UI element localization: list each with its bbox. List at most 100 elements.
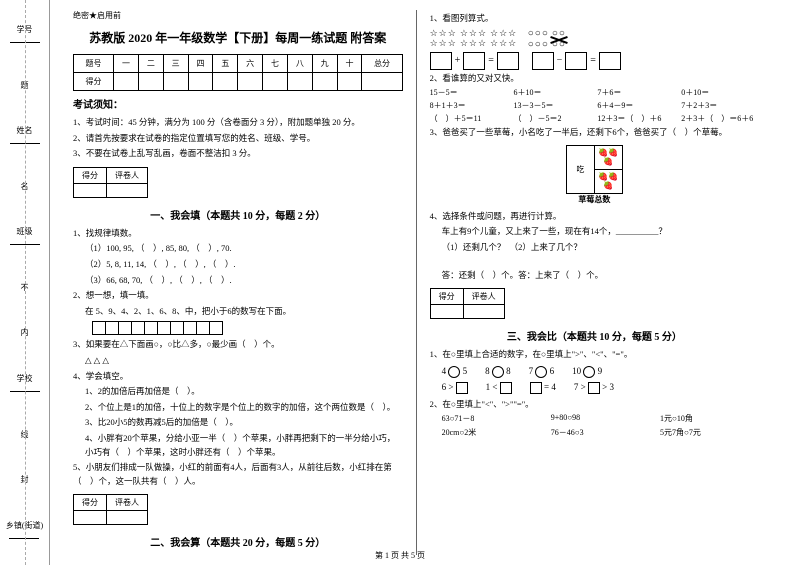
cmp-box	[456, 382, 468, 394]
n: 8	[506, 366, 511, 376]
n: 8	[485, 366, 490, 376]
eq-box	[599, 52, 621, 70]
th: 八	[287, 55, 312, 73]
n: 7	[529, 366, 534, 376]
q: 答：还剩（ ）个。答：上来了（ ）个。	[430, 269, 760, 283]
page-title: 苏教版 2020 年一年级数学【下册】每周一练试题 附答案	[73, 29, 403, 46]
grid-cell	[157, 321, 171, 335]
th: 一	[114, 55, 139, 73]
th: 三	[163, 55, 188, 73]
column-divider	[416, 10, 417, 555]
op: +	[455, 55, 461, 66]
notice: 3、不要在试卷上乱写乱画，卷面不整洁扣 3 分。	[73, 147, 403, 161]
section-3-title: 三、我会比（本题共 10 分，每题 5 分）	[430, 328, 760, 343]
q: （1）还剩几个？ （2）上来了几个？	[430, 241, 760, 255]
th: 题号	[74, 55, 114, 73]
cell	[430, 305, 463, 319]
calc: （ ）＋5＝11	[430, 113, 508, 124]
calc: 12＋3＝（ ）＋6	[597, 113, 675, 124]
q: 4、小胖有20个苹果，分给小亚一半（ ）个苹果，小胖再把剩下的一半分给小巧，小巧…	[73, 432, 403, 459]
cell	[74, 183, 107, 197]
sb-eat: 吃	[566, 145, 594, 193]
cmp-circle	[583, 366, 595, 378]
calc: 6＋4－9＝	[597, 100, 675, 111]
strawberry-diagram: 吃🍓🍓🍓 🍓🍓🍓 草莓总数	[430, 145, 760, 205]
eq-box	[430, 52, 452, 70]
cell	[114, 73, 139, 91]
q: 车上有9个儿童，又上来了一些，现在有14个，__________？	[430, 225, 760, 239]
eq-box	[565, 52, 587, 70]
q: 1、在○里填上合适的数字，在○里填上">"、"<"、"="。	[430, 348, 760, 362]
n: = 4	[544, 382, 556, 392]
notice: 2、请首先按要求在试卷的指定位置填写您的姓名、班级、学号。	[73, 132, 403, 146]
sb-cell: 🍓🍓🍓	[594, 145, 622, 169]
cell	[163, 73, 188, 91]
calc: 8＋1＋3＝	[430, 100, 508, 111]
right-column: 1、看图列算式。 ☆☆☆☆☆☆ ☆☆☆☆☆☆ ☆☆☆☆☆☆ ○○○○○○ ○○○…	[422, 10, 768, 555]
cell	[312, 73, 337, 91]
cell	[74, 511, 107, 525]
left-column: 绝密★启用前 苏教版 2020 年一年级数学【下册】每周一练试题 附答案 题号 …	[65, 10, 411, 555]
cell	[337, 73, 362, 91]
cell: 得分	[430, 289, 463, 305]
q: （1）100, 95, （ ）, 85, 80, （ ）, 70.	[73, 242, 403, 256]
n: 4	[442, 366, 447, 376]
compare-row: 6 > 1 < = 4 7 > > 3	[442, 382, 760, 394]
sb-table: 吃🍓🍓🍓 🍓🍓🍓	[566, 145, 623, 194]
notice: 1、考试时间：45 分钟，满分为 100 分（含卷面分 3 分），附加题单独 2…	[73, 116, 403, 130]
cmp-box	[500, 382, 512, 394]
q: 在 5、9、4、2、1、6、8、中，把小于6的数写在下面。	[73, 305, 403, 319]
grid-cell	[118, 321, 132, 335]
th: 四	[188, 55, 213, 73]
cmp-circle	[535, 366, 547, 378]
q: 2、个位上是1的加倍，十位上的数字是个位上的数字的加倍，这个两位数是（ ）。	[73, 401, 403, 415]
circle-crossed-icon: ○○○○	[552, 28, 566, 50]
marker-table: 得分评卷人	[430, 288, 505, 319]
th: 五	[213, 55, 238, 73]
cell	[188, 73, 213, 91]
cell: 评卷人	[463, 289, 504, 305]
answer-grid	[93, 321, 403, 335]
m: 20cm○2米	[442, 427, 541, 438]
q: 4、学会填空。	[73, 370, 403, 384]
equation-boxes: += −=	[430, 52, 760, 70]
eq-box	[532, 52, 554, 70]
q: 4、选择条件或问题，再进行计算。	[430, 210, 760, 224]
th: 七	[263, 55, 288, 73]
cell: 评卷人	[107, 167, 148, 183]
eq-box	[463, 52, 485, 70]
cell	[263, 73, 288, 91]
cell: 评卷人	[107, 495, 148, 511]
score-table: 题号 一 二 三 四 五 六 七 八 九 十 总分 得分	[73, 54, 403, 91]
grid-cell	[105, 321, 119, 335]
th: 总分	[362, 55, 402, 73]
q: （3）66, 68, 70, （ ）, （ ）, （ ）.	[73, 274, 403, 288]
op: =	[488, 55, 494, 66]
marker-table: 得分评卷人	[73, 494, 148, 525]
row-label: 得分	[74, 73, 114, 91]
cell: 得分	[74, 167, 107, 183]
calc: 15－5＝	[430, 87, 508, 98]
star-icon: ☆☆☆☆☆☆	[430, 29, 457, 49]
sb-cell: 🍓🍓🍓	[594, 169, 622, 193]
q: 2、在○里填上"<"、">""="。	[430, 398, 760, 412]
op: −	[557, 55, 563, 66]
cell	[213, 73, 238, 91]
q: 3、如果要在△下面画○，○比△多，○最少画（ ）个。	[73, 338, 403, 352]
marker-table: 得分评卷人	[73, 167, 148, 198]
page-footer: 第 1 页 共 5 页	[0, 550, 800, 561]
q: 3、爸爸买了一些草莓，小名吃了一半后，还剩下6个，爸爸买了（ ）个草莓。	[430, 126, 760, 140]
notice-title: 考试须知：	[73, 96, 403, 111]
compare-row: 4 5 8 8 7 6 10 9	[442, 366, 760, 378]
calc: 6＋10＝	[513, 87, 591, 98]
m: 5元7角○7元	[660, 427, 759, 438]
calc: 7＋2＋3＝	[681, 100, 759, 111]
n: 1 <	[486, 382, 498, 392]
cmp-circle	[448, 366, 460, 378]
m: 63○71－8	[442, 413, 541, 424]
cell	[287, 73, 312, 91]
th: 二	[138, 55, 163, 73]
section-1-title: 一、我会填（本题共 10 分，每题 2 分）	[73, 207, 403, 222]
th: 六	[238, 55, 263, 73]
cmp-circle	[492, 366, 504, 378]
